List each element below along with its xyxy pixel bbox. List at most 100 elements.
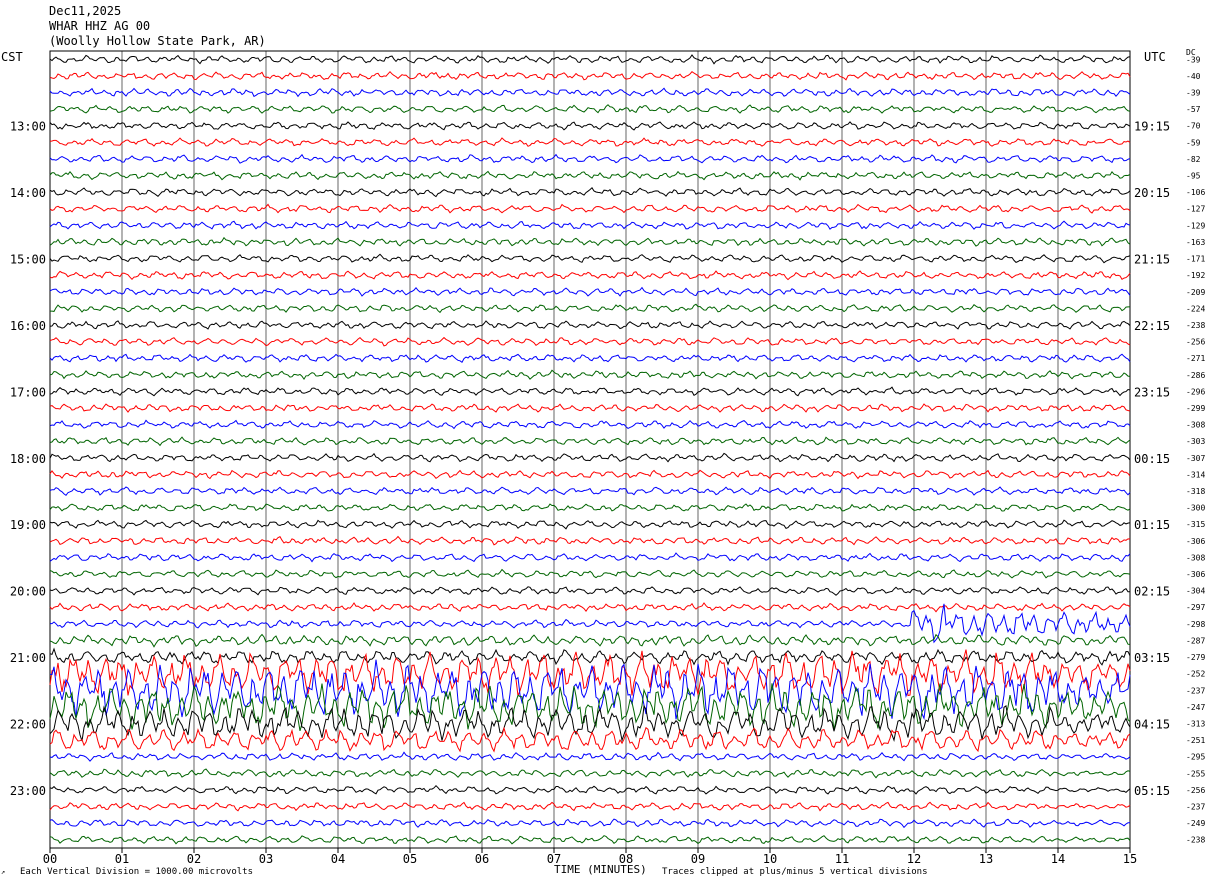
left-hour-label: 19:00 bbox=[10, 518, 46, 532]
right-hour-label: 21:15 bbox=[1134, 253, 1170, 267]
trace-line bbox=[49, 104, 1131, 114]
dc-offset-label: -237 bbox=[1186, 802, 1205, 811]
x-tick-label: 00 bbox=[43, 852, 57, 866]
dc-offset-label: -287 bbox=[1186, 636, 1205, 645]
right-hour-label: 02:15 bbox=[1134, 585, 1170, 599]
right-hour-label: 20:15 bbox=[1134, 186, 1170, 200]
trace-line bbox=[49, 683, 1131, 732]
dc-offset-label: -82 bbox=[1186, 155, 1201, 164]
trace-line bbox=[49, 519, 1131, 530]
trace-line bbox=[50, 303, 1130, 314]
x-tick-label: 12 bbox=[907, 852, 921, 866]
trace-line bbox=[49, 647, 1131, 666]
x-tick-label: 03 bbox=[259, 852, 273, 866]
x-tick-label: 01 bbox=[115, 852, 129, 866]
left-hour-label: 14:00 bbox=[10, 186, 46, 200]
dc-offset-label: -127 bbox=[1186, 205, 1205, 214]
trace-line bbox=[49, 659, 1131, 721]
dc-offset-label: -57 bbox=[1186, 105, 1201, 114]
dc-offset-label: -252 bbox=[1186, 670, 1205, 679]
x-tick-label: 08 bbox=[619, 852, 633, 866]
right-hour-label: 03:15 bbox=[1134, 651, 1170, 665]
right-hour-label: 23:15 bbox=[1134, 385, 1170, 399]
dc-offset-label: -39 bbox=[1186, 55, 1201, 64]
trace-line bbox=[49, 203, 1131, 214]
x-tick-label: 10 bbox=[763, 852, 777, 866]
trace-line bbox=[49, 54, 1131, 65]
trace-line bbox=[49, 121, 1131, 131]
left-hour-label: 13:00 bbox=[10, 120, 46, 134]
dc-offset-label: -303 bbox=[1186, 437, 1205, 446]
dc-offset-label: -308 bbox=[1186, 421, 1205, 430]
dc-offset-label: -295 bbox=[1186, 753, 1205, 762]
dc-offset-label: -251 bbox=[1186, 736, 1205, 745]
dc-offset-label: -224 bbox=[1186, 304, 1205, 313]
trace-line bbox=[49, 436, 1131, 447]
trace-line bbox=[49, 552, 1131, 563]
x-tick-label: 09 bbox=[691, 852, 705, 866]
trace-line bbox=[49, 70, 1131, 81]
x-tick-label: 06 bbox=[475, 852, 489, 866]
trace-line bbox=[49, 535, 1131, 546]
left-hour-label: 20:00 bbox=[10, 585, 46, 599]
dc-offset-label: -306 bbox=[1186, 537, 1205, 546]
dc-offset-label: -307 bbox=[1186, 454, 1205, 463]
trace-line bbox=[49, 726, 1131, 753]
dc-offset-label: -314 bbox=[1186, 470, 1205, 479]
x-tick-label: 11 bbox=[835, 852, 849, 866]
right-hour-label: 00:15 bbox=[1134, 452, 1170, 466]
dc-offset-label: -313 bbox=[1186, 719, 1205, 728]
left-hour-label: 15:00 bbox=[10, 253, 46, 267]
trace-line bbox=[49, 403, 1131, 413]
trace-line bbox=[49, 220, 1131, 230]
scale-note: Each Vertical Division = 1000.00 microvo… bbox=[20, 867, 253, 877]
trace-line bbox=[49, 137, 1131, 147]
dc-offset-label: -106 bbox=[1186, 188, 1205, 197]
x-tick-label: 15 bbox=[1123, 852, 1137, 866]
dc-offset-label: -171 bbox=[1186, 255, 1205, 264]
trace-line bbox=[49, 336, 1131, 347]
trace-line bbox=[49, 704, 1131, 743]
x-tick-label: 14 bbox=[1051, 852, 1065, 866]
seismic-traces bbox=[49, 54, 1131, 845]
trace-line bbox=[49, 768, 1131, 779]
dc-offset-label: -70 bbox=[1186, 122, 1201, 131]
dc-offset-label: -256 bbox=[1186, 338, 1205, 347]
dc-offset-label: -163 bbox=[1186, 238, 1205, 247]
trace-line bbox=[49, 818, 1130, 829]
location-label: (Woolly Hollow State Park, AR) bbox=[49, 34, 266, 48]
dc-offset-label: -308 bbox=[1186, 553, 1205, 562]
dc-offset-label: -318 bbox=[1186, 487, 1205, 496]
trace-line bbox=[49, 452, 1131, 463]
trace-line bbox=[49, 187, 1131, 198]
trace-line bbox=[49, 586, 1130, 596]
dc-offset-label: -298 bbox=[1186, 620, 1205, 629]
dc-offset-label: -300 bbox=[1186, 504, 1205, 513]
dc-offset-label: -192 bbox=[1186, 271, 1205, 280]
dc-offset-label: -296 bbox=[1186, 387, 1205, 396]
trace-line bbox=[49, 503, 1131, 513]
x-tick-label: 02 bbox=[187, 852, 201, 866]
dc-offset-label: -255 bbox=[1186, 769, 1205, 778]
dc-offset-label: -306 bbox=[1186, 570, 1205, 579]
dc-offset-label: -238 bbox=[1186, 836, 1205, 845]
trace-line bbox=[49, 469, 1131, 480]
dc-offset-label: -238 bbox=[1186, 321, 1205, 330]
dc-offset-label: -129 bbox=[1186, 221, 1205, 230]
station-label: WHAR HHZ AG 00 bbox=[49, 19, 151, 33]
clip-note: Traces clipped at plus/minus 5 vertical … bbox=[662, 867, 928, 877]
trace-line bbox=[49, 320, 1131, 330]
dc-offset-label: -304 bbox=[1186, 587, 1205, 596]
dc-offset-label: -279 bbox=[1186, 653, 1205, 662]
left-hour-label: 17:00 bbox=[10, 385, 46, 399]
left-hour-label: 22:00 bbox=[10, 717, 46, 731]
trace-line bbox=[49, 633, 1131, 648]
trace-line bbox=[49, 153, 1131, 164]
trace-line bbox=[49, 801, 1131, 812]
date-label: Dec11,2025 bbox=[49, 4, 122, 18]
trace-line bbox=[49, 835, 1131, 845]
right-hour-label: 05:15 bbox=[1134, 784, 1170, 798]
trace-line bbox=[49, 87, 1131, 98]
dc-offset-label: -237 bbox=[1186, 686, 1205, 695]
